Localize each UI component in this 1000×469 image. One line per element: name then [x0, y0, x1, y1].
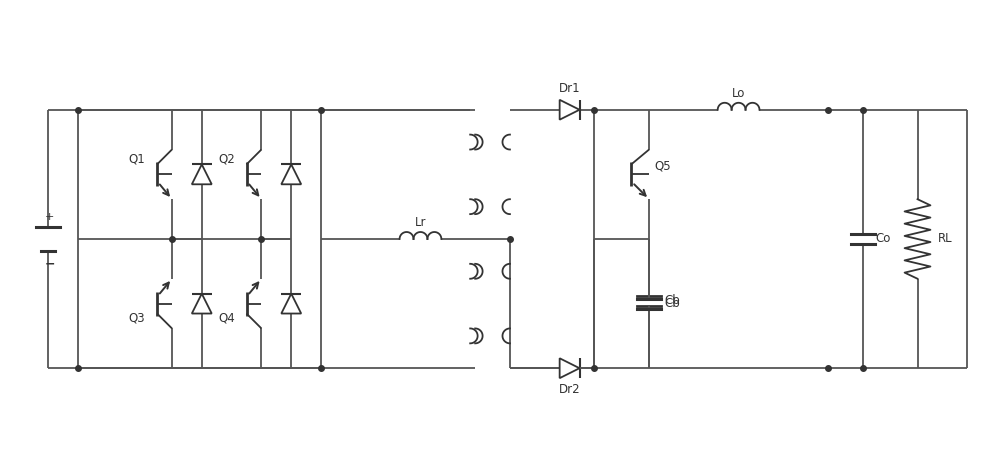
- Text: Q4: Q4: [218, 312, 235, 325]
- Text: −: −: [44, 257, 55, 270]
- Text: Lr: Lr: [415, 216, 426, 229]
- Polygon shape: [560, 358, 580, 378]
- Text: Dr1: Dr1: [559, 82, 580, 95]
- Polygon shape: [192, 294, 212, 314]
- Text: +: +: [45, 212, 54, 222]
- Polygon shape: [281, 294, 301, 314]
- Text: Co: Co: [876, 233, 891, 245]
- Text: Q2: Q2: [218, 153, 235, 166]
- Polygon shape: [281, 165, 301, 184]
- Text: Cb: Cb: [664, 297, 680, 310]
- Text: Lo: Lo: [732, 87, 745, 100]
- Polygon shape: [560, 100, 580, 120]
- Polygon shape: [192, 165, 212, 184]
- Text: Q3: Q3: [129, 312, 145, 325]
- Text: Cb: Cb: [664, 294, 680, 307]
- Text: Q1: Q1: [129, 153, 146, 166]
- Text: Q5: Q5: [654, 160, 671, 173]
- Text: Dr2: Dr2: [559, 383, 580, 396]
- Text: RL: RL: [937, 233, 952, 245]
